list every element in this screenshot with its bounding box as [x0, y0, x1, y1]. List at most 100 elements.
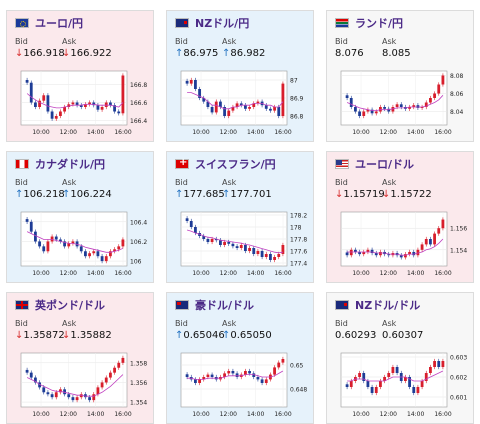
- currency-pair-link[interactable]: ユーロ/円: [35, 17, 84, 30]
- candle-body: [404, 377, 407, 381]
- candle-body: [269, 108, 272, 111]
- candle-body: [210, 374, 214, 377]
- ask-price: 8.085: [382, 48, 411, 59]
- candle-body: [387, 373, 391, 377]
- candle-body: [252, 248, 256, 254]
- intraday-chart[interactable]: 1.156 1.154 10:00 12:00 14:00 16:00: [333, 208, 467, 280]
- candle-body: [349, 381, 353, 387]
- candle-body: [54, 116, 58, 119]
- candle-body: [219, 240, 222, 245]
- rate-card[interactable]: ユーロ/ドル Bid Ask ↓1.15719↓1.15722 1.156 1.154 10…: [326, 151, 474, 283]
- x-tick-label: 12:00: [60, 270, 77, 277]
- intraday-chart[interactable]: 106.4 106.2 106 10:00 12:00 14:00 16:00: [13, 208, 147, 280]
- ask-value: 8.085: [382, 48, 429, 59]
- currency-pair-link[interactable]: ユーロ/ドル: [355, 158, 415, 171]
- intraday-chart[interactable]: 166.8 166.6 166.4 10:00 12:00 14:00 16:00: [13, 67, 147, 139]
- bid-label: Bid: [335, 37, 348, 46]
- rate-card[interactable]: 英ポンド/ドル Bid Ask ↓1.35872↓1.35882 1.358 1.356 1…: [6, 292, 154, 424]
- price-values: ↓166.918↓166.922: [15, 48, 112, 59]
- candle-body: [117, 362, 121, 368]
- currency-pair-link[interactable]: 豪ドル/ドル: [195, 299, 255, 312]
- price-labels: Bid Ask: [335, 319, 429, 328]
- y-tick-label: 8.04: [450, 109, 464, 116]
- bid-label: Bid: [15, 37, 28, 46]
- arrow-up-icon: ↑: [222, 330, 231, 341]
- intraday-chart[interactable]: 87 86.9 86.8 10:00 12:00 14:00 16:00: [173, 67, 307, 139]
- candle-body: [117, 111, 121, 114]
- intraday-chart[interactable]: 178.2 178 177.8 177.6 177.4 10:00 12:00 14:00 16…: [173, 208, 307, 280]
- y-tick-label: 177.8: [290, 237, 307, 244]
- y-tick-label: 86.9: [290, 96, 304, 103]
- candle-body: [214, 239, 218, 241]
- bid-value: ↓166.918: [15, 48, 65, 59]
- candle-body: [67, 243, 71, 247]
- candle-body: [412, 251, 416, 256]
- rate-card[interactable]: カナダドル/円 Bid Ask ↑106.218↑106.224 106.4 106.2 1…: [6, 151, 154, 283]
- currency-pair-link[interactable]: ランド/円: [355, 17, 404, 30]
- candle-body: [227, 371, 231, 374]
- candle-body: [185, 218, 189, 221]
- candle-body: [248, 248, 251, 251]
- currency-pair-link[interactable]: NZドル/ドル: [355, 299, 421, 312]
- candle-body: [227, 242, 231, 244]
- candle-body: [366, 109, 370, 112]
- rate-card[interactable]: ユーロ/円 Bid Ask ↓166.918↓166.922 166.8 166.6 166…: [6, 10, 154, 142]
- candle-body: [281, 83, 285, 116]
- y-tick-label: 166.4: [130, 118, 147, 125]
- candle-body: [248, 371, 251, 374]
- currency-pair-link[interactable]: 英ポンド/ドル: [35, 299, 106, 312]
- candle-body: [437, 228, 441, 234]
- candle-body: [194, 227, 197, 233]
- intraday-chart[interactable]: 8.08 8.06 8.04 10:00 12:00 14:00 16:00: [333, 67, 467, 139]
- card-header: 英ポンド/ドル: [15, 297, 105, 313]
- candle-body: [198, 379, 201, 383]
- price-values: 8.076 8.085: [335, 48, 429, 59]
- x-tick-label: 14:00: [247, 270, 264, 277]
- x-tick-label: 16:00: [114, 270, 131, 277]
- ca-jp-flag-icon: [15, 159, 29, 169]
- price-values: ↑177.685↑177.701: [175, 189, 272, 200]
- candle-body: [231, 371, 235, 374]
- rate-card[interactable]: 豪ドル/ドル Bid Ask ↑0.65046↑0.65050 0.65 0.648 10:…: [166, 292, 314, 424]
- intraday-chart[interactable]: 0.603 0.602 0.601 10:00 12:00 14:00 16:00: [333, 349, 467, 421]
- rate-card[interactable]: スイスフラン/円BidAsk↑177.685↑177.701178.217817…: [166, 151, 314, 283]
- price-values: ↓1.35872↓1.35882: [15, 330, 112, 341]
- candle-body: [366, 381, 370, 387]
- x-tick-label: 14:00: [407, 411, 424, 418]
- y-tick-label: 0.603: [450, 355, 467, 362]
- ask-label: Ask: [62, 37, 77, 46]
- currency-pair-link[interactable]: カナダドル/円: [35, 158, 106, 171]
- candle-body: [206, 101, 210, 107]
- y-tick-label: 1.356: [130, 380, 147, 387]
- card-header: ランド/円: [335, 15, 403, 31]
- price-labels: Bid Ask: [335, 178, 429, 187]
- x-tick-label: 12:00: [60, 129, 77, 136]
- x-tick-label: 12:00: [380, 411, 397, 418]
- candle-body: [223, 107, 226, 116]
- candle-body: [252, 373, 256, 377]
- candle-body: [34, 231, 37, 242]
- candle-body: [281, 245, 285, 254]
- currency-pair-link[interactable]: スイスフラン/円: [195, 158, 276, 171]
- candle-body: [366, 249, 370, 252]
- currency-pair-link[interactable]: NZドル/円: [195, 17, 250, 30]
- candle-body: [354, 107, 357, 112]
- intraday-chart[interactable]: 1.358 1.356 1.354 10:00 12:00 14:00 16:00: [13, 349, 147, 421]
- moving-average-line: [346, 95, 444, 111]
- candle-body: [88, 253, 91, 257]
- candle-body: [210, 107, 214, 113]
- rate-card[interactable]: NZドル/ドル Bid Ask 0.60293 0.60307 0.603 0.602 0.6…: [326, 292, 474, 424]
- ask-label: Ask: [62, 319, 77, 328]
- candle-body: [264, 379, 268, 383]
- intraday-chart[interactable]: 0.65 0.648 10:00 12:00 14:00 16:00: [173, 349, 307, 421]
- ask-value: ↑106.224: [62, 189, 112, 200]
- x-tick-label: 14:00: [87, 270, 104, 277]
- rate-card[interactable]: ランド/円 Bid Ask 8.076 8.085 8.08 8.06 8.04 10:00 12…: [326, 10, 474, 142]
- rate-card[interactable]: NZドル/円 Bid Ask ↑86.975 ↑86.982 87 86.9 86.8 10:0…: [166, 10, 314, 142]
- x-tick-label: 12:00: [220, 270, 237, 277]
- card-header: カナダドル/円: [15, 156, 105, 172]
- y-tick-label: 87: [290, 78, 298, 85]
- candle-body: [214, 101, 218, 113]
- ask-label: Ask: [62, 178, 77, 187]
- candle-body: [63, 389, 66, 395]
